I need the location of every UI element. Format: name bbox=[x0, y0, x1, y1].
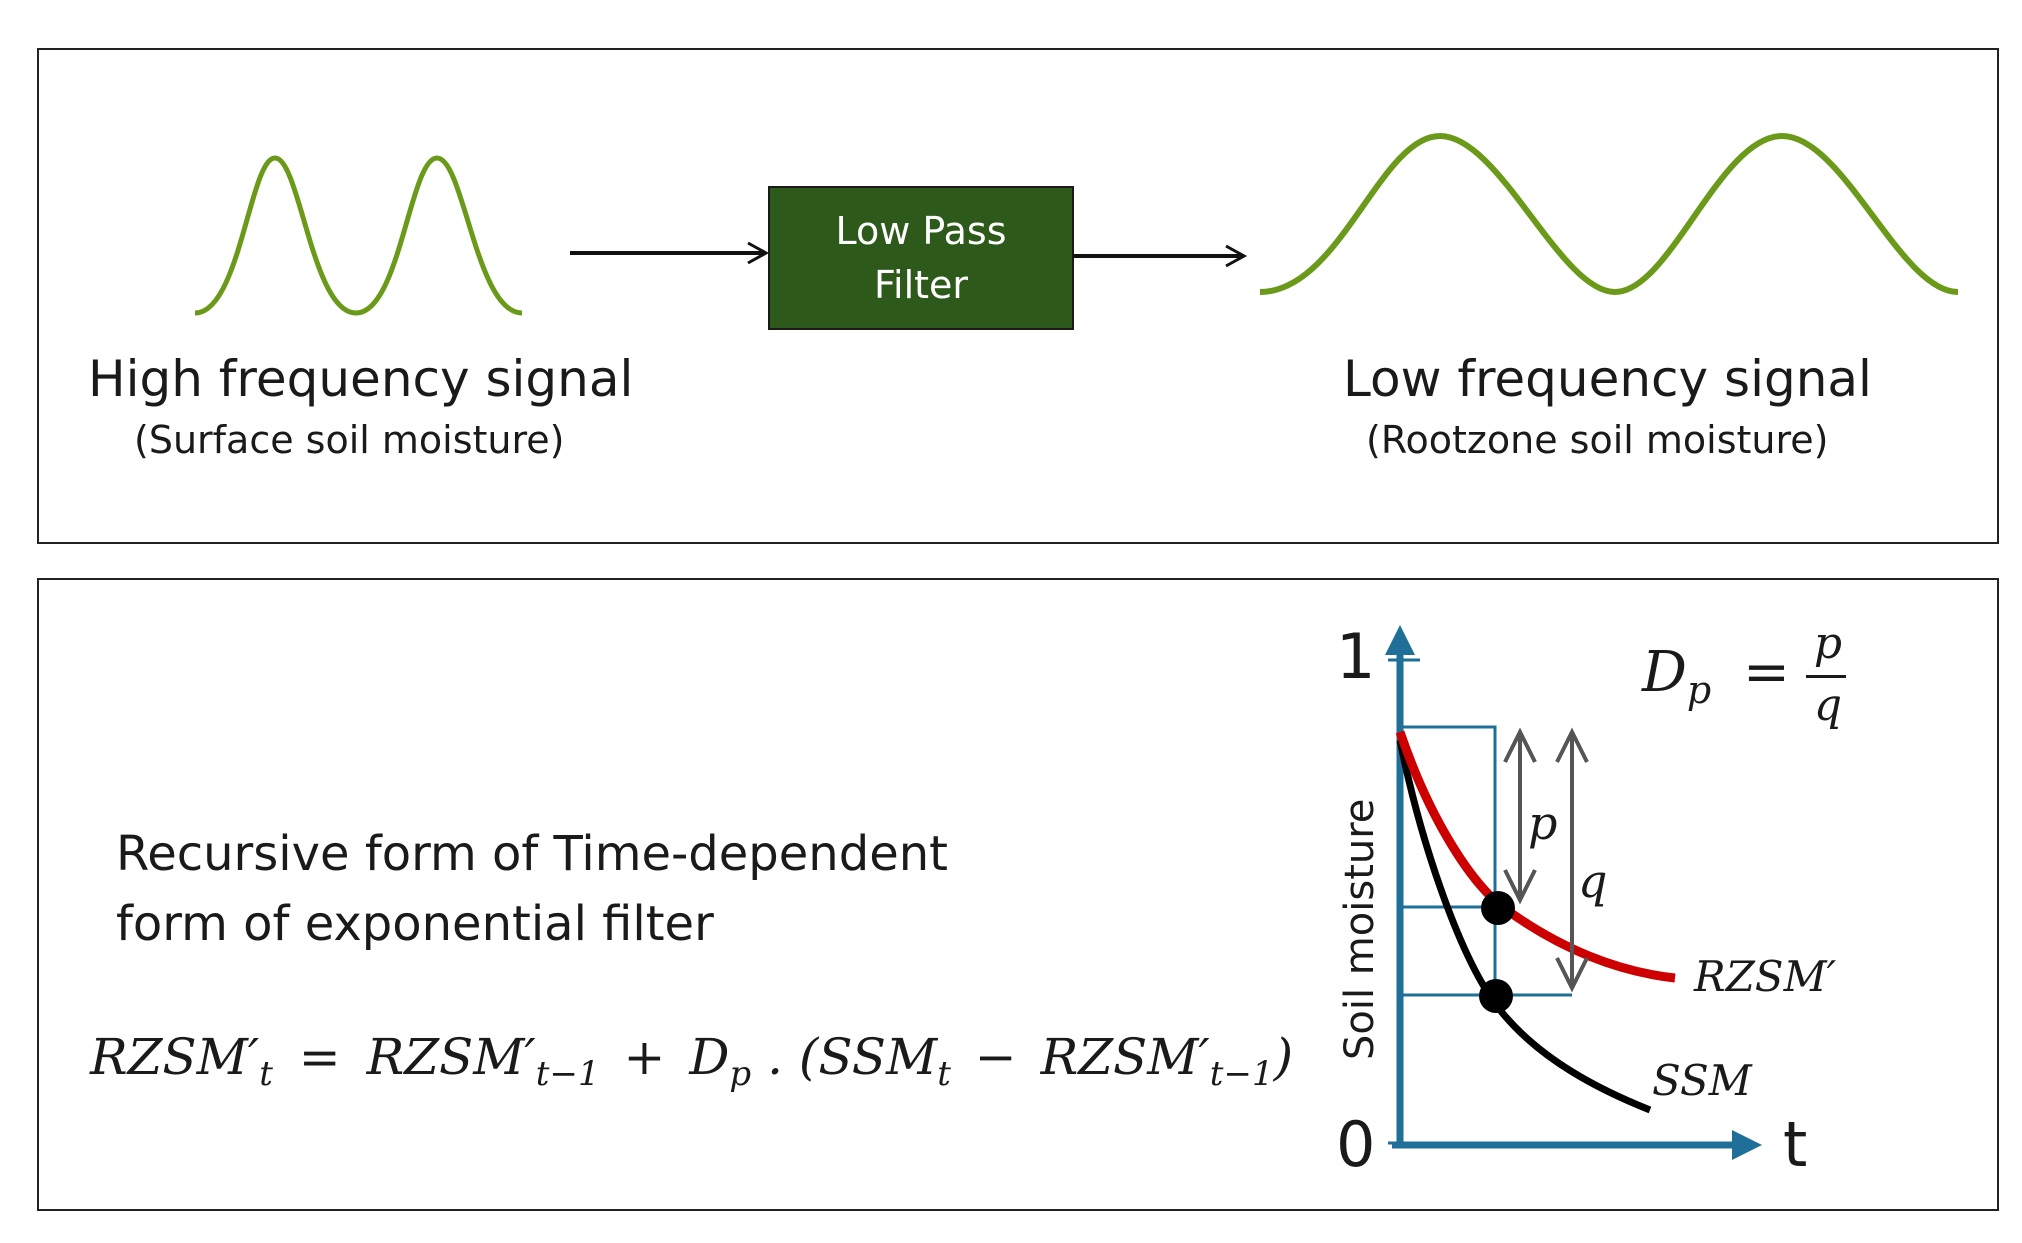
input-signal-subtitle: (Surface soil moisture) bbox=[134, 418, 565, 462]
exponential-filter-panel bbox=[37, 578, 1999, 1211]
p-label: p bbox=[1528, 796, 1558, 850]
formula-close: ) bbox=[1273, 1028, 1294, 1086]
input-signal-title: High frequency signal bbox=[88, 350, 634, 408]
x-axis-label: t bbox=[1783, 1108, 1808, 1181]
formula-term3-sub: t−1 bbox=[1209, 1054, 1274, 1094]
p-arrow-top bbox=[1503, 727, 1537, 763]
q-arrow-top bbox=[1555, 727, 1589, 763]
filter-label: Low Pass Filter bbox=[835, 209, 1007, 307]
q-arrow-bottom bbox=[1555, 957, 1589, 993]
p-arrow-bottom bbox=[1503, 869, 1537, 905]
ssm-point bbox=[1479, 979, 1513, 1013]
description-line-2: form of exponential filter bbox=[116, 896, 714, 952]
dp-equals: = bbox=[1743, 640, 1790, 705]
y-axis-label: Soil moisture bbox=[1337, 798, 1383, 1060]
formula-lhs-sub: t bbox=[259, 1054, 273, 1094]
formula-lhs: RZSM′ bbox=[90, 1028, 260, 1086]
high-frequency-wave bbox=[194, 155, 523, 316]
formula-term3: RZSM′ bbox=[1040, 1028, 1210, 1086]
rzsm-curve bbox=[1395, 730, 1676, 983]
rzsm-point bbox=[1481, 891, 1515, 925]
formula-equals: = bbox=[298, 1028, 341, 1086]
formula-minus: − bbox=[974, 1028, 1017, 1086]
output-signal-subtitle: (Rootzone soil moisture) bbox=[1366, 418, 1829, 462]
low-frequency-wave bbox=[1259, 132, 1959, 296]
formula-dp-sub: p bbox=[729, 1054, 752, 1094]
dp-fraction-bar bbox=[1806, 675, 1846, 678]
recursive-formula: RZSM′t = RZSM′t−1 + Dp . (SSMt − RZSM′t−… bbox=[90, 1028, 1293, 1094]
dp-formula: Dp = bbox=[1642, 640, 1804, 712]
ssm-curve-label: SSM bbox=[1652, 1056, 1752, 1105]
dp-subscript: p bbox=[1686, 668, 1712, 713]
output-signal-title: Low frequency signal bbox=[1343, 350, 1872, 408]
dp-numerator: p bbox=[1813, 618, 1843, 669]
formula-ssm: . (SSM bbox=[767, 1028, 938, 1086]
rzsm-curve-label: RZSM′ bbox=[1694, 952, 1837, 1001]
formula-dp: D bbox=[689, 1028, 730, 1086]
dp-denominator: q bbox=[1813, 680, 1843, 731]
x-axis-arrowhead bbox=[1732, 1130, 1762, 1160]
formula-ssm-sub: t bbox=[937, 1054, 951, 1094]
y-tick-label-bottom: 0 bbox=[1336, 1108, 1376, 1181]
y-axis-arrowhead bbox=[1385, 625, 1415, 655]
formula-term1: RZSM′ bbox=[366, 1028, 536, 1086]
y-tick-label-top: 1 bbox=[1336, 620, 1376, 693]
low-pass-filter-box: Low Pass Filter bbox=[768, 186, 1074, 330]
formula-term1-sub: t−1 bbox=[535, 1054, 600, 1094]
dp-symbol: D bbox=[1642, 640, 1687, 705]
q-label: q bbox=[1578, 854, 1608, 908]
description-line-1: Recursive form of Time-dependent bbox=[116, 826, 948, 882]
formula-plus: + bbox=[623, 1028, 666, 1086]
